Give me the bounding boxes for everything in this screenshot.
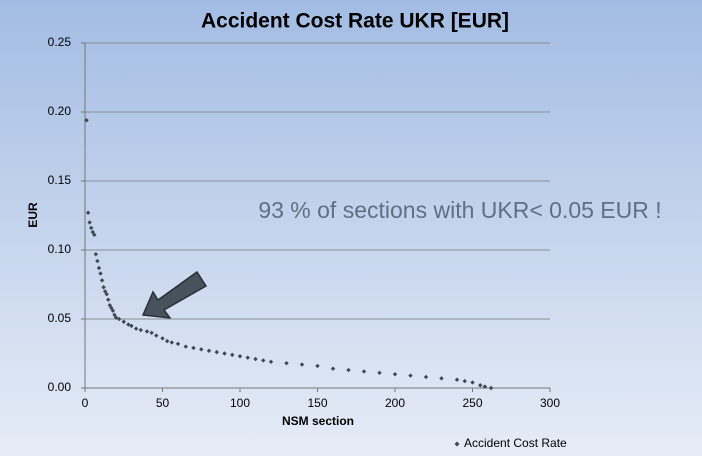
y-tick-label: 0.20 (48, 104, 72, 118)
x-axis-label: NSM section (282, 414, 354, 428)
point (104, 291, 109, 297)
y-tick-label: 0.00 (48, 380, 72, 394)
point (106, 297, 111, 302)
y-tick-label: 0.15 (48, 173, 72, 187)
legend-label: Accident Cost Rate (464, 436, 567, 450)
point (149, 330, 154, 335)
point (126, 322, 131, 327)
y-axis-label: EUR (26, 202, 40, 228)
point (191, 345, 196, 351)
x-tick-label: 150 (307, 396, 327, 410)
x-tick-label: 300 (540, 396, 560, 410)
point (408, 373, 413, 378)
arrow (141, 270, 208, 319)
y-tick-label: 0.05 (48, 311, 72, 325)
point (116, 316, 122, 322)
chart-title: Accident Cost Rate UKR [EUR] (201, 10, 509, 33)
point (237, 354, 243, 359)
point (183, 344, 188, 349)
point (144, 329, 150, 334)
point (87, 220, 92, 225)
legend-marker (454, 441, 460, 447)
y-tick-label: 0.25 (48, 35, 72, 49)
point (315, 363, 320, 369)
point (84, 118, 89, 123)
point (109, 305, 114, 311)
point (199, 347, 204, 352)
point (138, 327, 143, 333)
point (95, 258, 100, 264)
point (98, 271, 103, 276)
point (175, 341, 181, 347)
point (92, 232, 97, 238)
point (133, 326, 139, 331)
point (101, 285, 106, 290)
legend: Accident Cost Rate (454, 436, 567, 450)
point (245, 355, 250, 360)
point (85, 210, 91, 215)
point (478, 383, 483, 388)
point (377, 370, 382, 376)
point (253, 356, 258, 362)
point (261, 358, 266, 363)
point (482, 384, 488, 389)
point (268, 359, 274, 364)
annotation: 93 % of sections with UKR< 0.05 EUR ! (258, 197, 661, 223)
point (284, 360, 289, 366)
point (454, 377, 460, 382)
point (214, 349, 219, 355)
point (154, 333, 159, 338)
point (423, 374, 429, 380)
point (164, 338, 170, 344)
x-tick-label: 100 (230, 396, 250, 410)
point (392, 372, 398, 377)
point (169, 340, 174, 345)
y-tick-label: 0.10 (48, 242, 72, 256)
point (121, 319, 126, 324)
point (346, 367, 351, 373)
point (112, 312, 117, 318)
x-tick-label: 0 (82, 396, 89, 410)
point (230, 352, 235, 358)
point (93, 251, 99, 257)
point (113, 315, 119, 320)
x-tick-label: 250 (462, 396, 482, 410)
point (99, 278, 105, 283)
point (160, 336, 165, 341)
point (361, 369, 367, 374)
point (330, 366, 336, 371)
point (222, 351, 227, 356)
point (110, 308, 116, 313)
x-tick-label: 200 (385, 396, 405, 410)
point (89, 225, 94, 231)
point (299, 362, 305, 367)
point (90, 229, 95, 235)
x-tick-label: 50 (156, 396, 170, 410)
point (206, 348, 212, 353)
point (488, 385, 494, 391)
point (462, 378, 467, 384)
point (439, 376, 444, 381)
point (96, 265, 102, 271)
point (129, 323, 134, 329)
point (470, 380, 475, 385)
